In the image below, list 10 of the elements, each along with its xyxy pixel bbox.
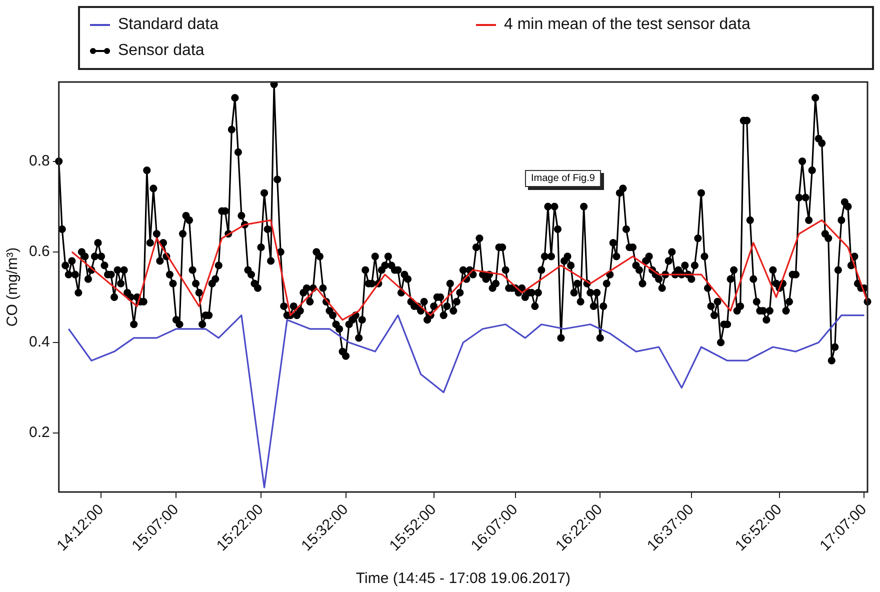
y-tick-label: 0.8 — [28, 152, 50, 170]
x-axis-title: Time (14:45 - 17:08 19.06.2017) — [356, 570, 570, 588]
legend-label: Standard data — [118, 16, 219, 34]
y-tick-label: 0.2 — [28, 424, 50, 442]
legend-label: Sensor data — [118, 42, 204, 60]
y-tick-label: 0.4 — [28, 334, 50, 351]
y-axis-title: CO (mg/m³) — [4, 247, 22, 327]
y-tick-label: 0.6 — [28, 243, 50, 260]
legend-label: 4 min mean of the test sensor data — [504, 16, 750, 34]
annotation: Image of Fig.9 — [525, 170, 601, 187]
